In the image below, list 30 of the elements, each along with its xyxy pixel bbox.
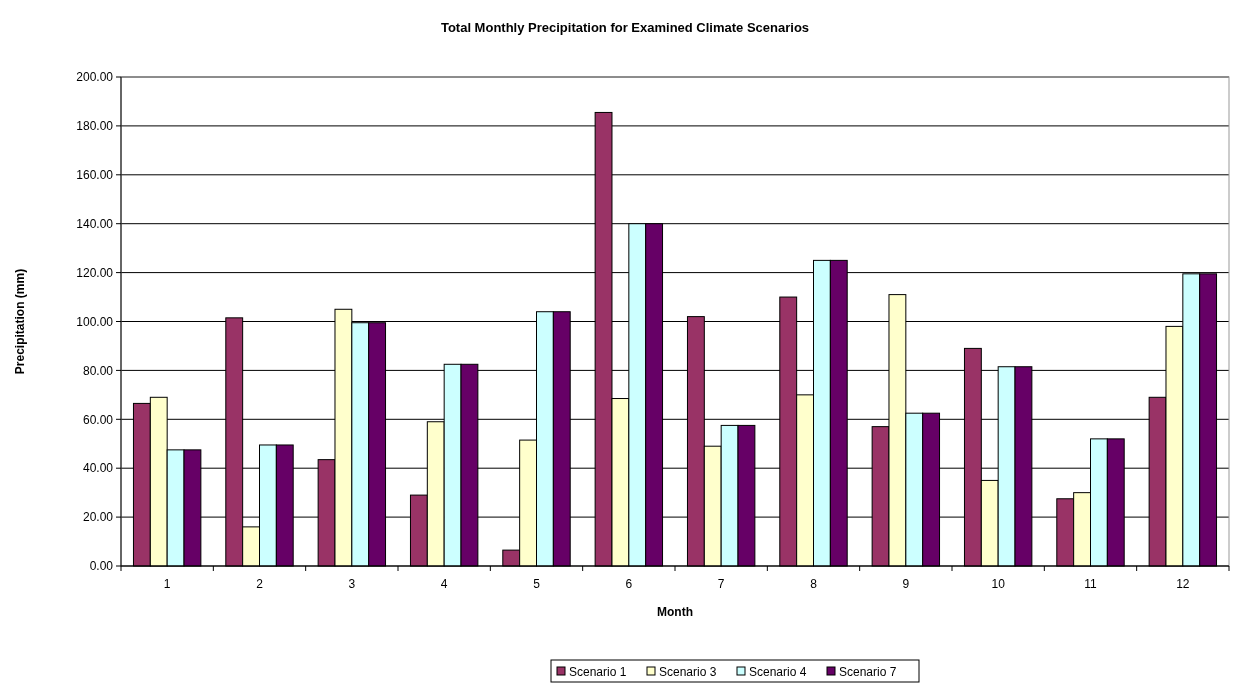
legend-label: Scenario 3 xyxy=(659,665,717,679)
chart-title: Total Monthly Precipitation for Examined Climate Scenarios xyxy=(440,20,810,35)
y-tick-label: 140.00 xyxy=(76,216,114,231)
y-axis-title: Precipitation (mm) xyxy=(13,268,27,375)
y-tick-label: 160.00 xyxy=(76,168,114,182)
x-tick-label: 11 xyxy=(1084,577,1098,591)
legend-label: Scenario 1 xyxy=(569,665,627,679)
x-tick-label: 8 xyxy=(810,577,818,591)
x-tick-label: 5 xyxy=(533,577,541,591)
x-tick-label: 3 xyxy=(348,577,356,591)
legend-label: Scenario 4 xyxy=(749,665,807,679)
y-tick-label: 120.00 xyxy=(76,265,114,280)
x-tick-label: 10 xyxy=(991,577,1006,591)
y-tick-label: 80.00 xyxy=(82,363,114,378)
y-tick-label: 60.00 xyxy=(82,412,114,427)
y-tick-label: 0.00 xyxy=(89,559,114,574)
y-tick-label: 20.00 xyxy=(82,510,114,525)
x-tick-label: 4 xyxy=(440,577,448,591)
x-axis-title: Month xyxy=(657,605,693,619)
x-tick-label: 6 xyxy=(625,577,633,591)
x-tick-label: 1 xyxy=(163,577,171,591)
y-tick-label: 100.00 xyxy=(76,314,114,329)
x-tick-label: 9 xyxy=(902,577,910,591)
y-tick-label: 200.00 xyxy=(76,70,114,85)
x-tick-label: 7 xyxy=(717,577,725,591)
y-tick-label: 180.00 xyxy=(76,119,114,134)
y-tick-label: 40.00 xyxy=(82,461,114,476)
legend-label: Scenario 7 xyxy=(839,665,897,679)
x-tick-label: 2 xyxy=(256,577,264,591)
x-tick-label: 12 xyxy=(1176,577,1190,591)
